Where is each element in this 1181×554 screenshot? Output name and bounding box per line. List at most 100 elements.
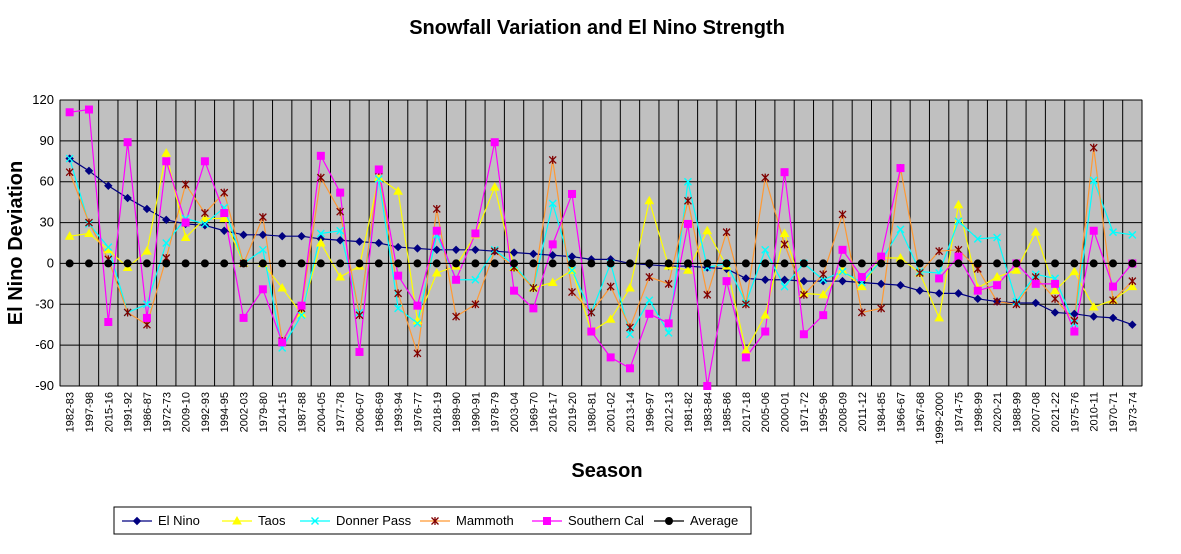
data-point-mammoth <box>316 173 325 182</box>
legend-label: Donner Pass <box>336 513 412 528</box>
data-point-el-nino <box>1128 320 1137 329</box>
legend-marker <box>543 517 551 525</box>
data-point-taos <box>760 310 771 319</box>
data-point-el-nino <box>838 276 847 286</box>
data-point-average <box>394 259 403 268</box>
legend-item-southern-cal: Southern Cal <box>532 513 644 528</box>
data-point-southern-cal <box>954 252 963 261</box>
y-tick-label: 90 <box>40 133 54 148</box>
data-point-mammoth <box>645 273 654 282</box>
data-point-mammoth <box>819 270 828 279</box>
x-tick-label: 1980-81 <box>586 392 598 432</box>
series-points-southern-cal <box>65 105 1137 390</box>
data-point-average <box>355 259 364 268</box>
x-tick-label: 1997-98 <box>84 392 96 432</box>
data-point-el-nino <box>915 286 925 295</box>
data-point-el-nino <box>471 245 480 255</box>
x-tick-label: 1989-90 <box>451 392 463 432</box>
x-tick-label: 1976-77 <box>412 392 424 432</box>
data-point-mammoth <box>355 311 364 320</box>
legend-marker <box>311 517 319 525</box>
data-point-donner-pass <box>1089 176 1098 185</box>
data-point-donner-pass <box>142 300 151 309</box>
data-point-southern-cal <box>529 304 538 313</box>
data-point-donner-pass <box>993 233 1002 242</box>
data-point-taos <box>934 312 944 322</box>
x-tick-label: 2005-06 <box>760 392 772 432</box>
x-tick-label: 1974-75 <box>953 392 965 432</box>
x-tick-label: 2002-03 <box>239 392 251 432</box>
data-point-mammoth <box>780 240 789 249</box>
x-axis-ticks: 1982-83 1997-98 2015-16 1991-92 1986-87 1972-… <box>65 392 1140 445</box>
data-point-mammoth <box>529 283 538 292</box>
data-point-donner-pass <box>548 199 557 208</box>
data-point-average <box>548 259 557 268</box>
x-tick-label: 1988-99 <box>1011 392 1023 432</box>
data-point-southern-cal <box>432 226 441 235</box>
data-point-average <box>123 259 132 268</box>
data-point-donner-pass <box>336 226 345 235</box>
data-point-donner-pass <box>568 266 577 275</box>
data-point-average <box>973 259 982 268</box>
data-point-average <box>587 259 596 268</box>
data-point-southern-cal <box>471 229 480 238</box>
data-point-mammoth <box>181 180 190 189</box>
data-point-southern-cal <box>394 271 403 280</box>
x-tick-label: 2020-21 <box>992 392 1004 432</box>
legend-marker <box>132 516 142 526</box>
data-point-southern-cal <box>857 273 866 282</box>
data-point-taos <box>625 282 635 292</box>
data-point-southern-cal <box>297 301 306 310</box>
data-point-mammoth <box>915 268 924 277</box>
data-point-southern-cal <box>645 309 654 318</box>
x-tick-label: 1970-71 <box>1108 392 1120 432</box>
data-point-mammoth <box>761 173 770 182</box>
data-point-mammoth <box>954 245 963 254</box>
data-point-el-nino <box>934 289 944 298</box>
x-tick-label: 1977-78 <box>335 392 347 432</box>
data-point-el-nino <box>220 226 229 235</box>
data-point-taos <box>992 272 1002 281</box>
data-point-average <box>606 259 615 268</box>
data-point-el-nino <box>1089 312 1098 321</box>
data-point-average <box>799 259 808 268</box>
data-point-taos <box>644 195 655 205</box>
data-point-average <box>452 259 461 268</box>
data-point-average <box>374 259 383 268</box>
data-point-southern-cal <box>838 245 847 254</box>
data-point-mammoth <box>1109 296 1117 305</box>
data-point-mammoth <box>1051 294 1060 303</box>
x-tick-label: 2017-18 <box>741 392 753 432</box>
data-point-mammoth <box>336 207 345 216</box>
data-point-average <box>510 259 519 268</box>
x-tick-label: 2011-12 <box>857 392 869 432</box>
data-point-southern-cal <box>84 105 93 114</box>
x-tick-label: 1979-80 <box>258 392 270 432</box>
x-tick-label: 2012-13 <box>664 392 676 432</box>
data-point-el-nino <box>529 249 538 259</box>
legend-marker <box>431 517 439 525</box>
legend-item-donner-pass: Donner Pass <box>300 513 412 528</box>
data-point-taos <box>779 228 790 237</box>
data-point-taos <box>431 267 442 277</box>
x-tick-label: 2001-02 <box>606 392 618 432</box>
series-points-average <box>65 259 1137 268</box>
data-point-southern-cal <box>220 209 229 218</box>
x-tick-label: 2000-01 <box>780 392 792 432</box>
data-point-mammoth <box>664 279 673 288</box>
data-point-southern-cal <box>819 311 828 320</box>
data-point-mammoth <box>741 300 750 309</box>
data-point-taos <box>702 225 713 235</box>
y-tick-label: 120 <box>32 92 54 107</box>
data-point-average <box>181 259 190 268</box>
data-point-el-nino <box>355 237 364 246</box>
data-point-donner-pass <box>896 225 905 234</box>
data-point-southern-cal <box>1109 282 1118 291</box>
data-point-southern-cal <box>355 347 364 356</box>
data-point-average <box>239 259 248 268</box>
data-point-taos <box>200 213 210 222</box>
data-point-average <box>761 259 770 268</box>
x-tick-label: 1995-96 <box>818 392 830 432</box>
x-tick-label: 2010-11 <box>1089 392 1101 432</box>
